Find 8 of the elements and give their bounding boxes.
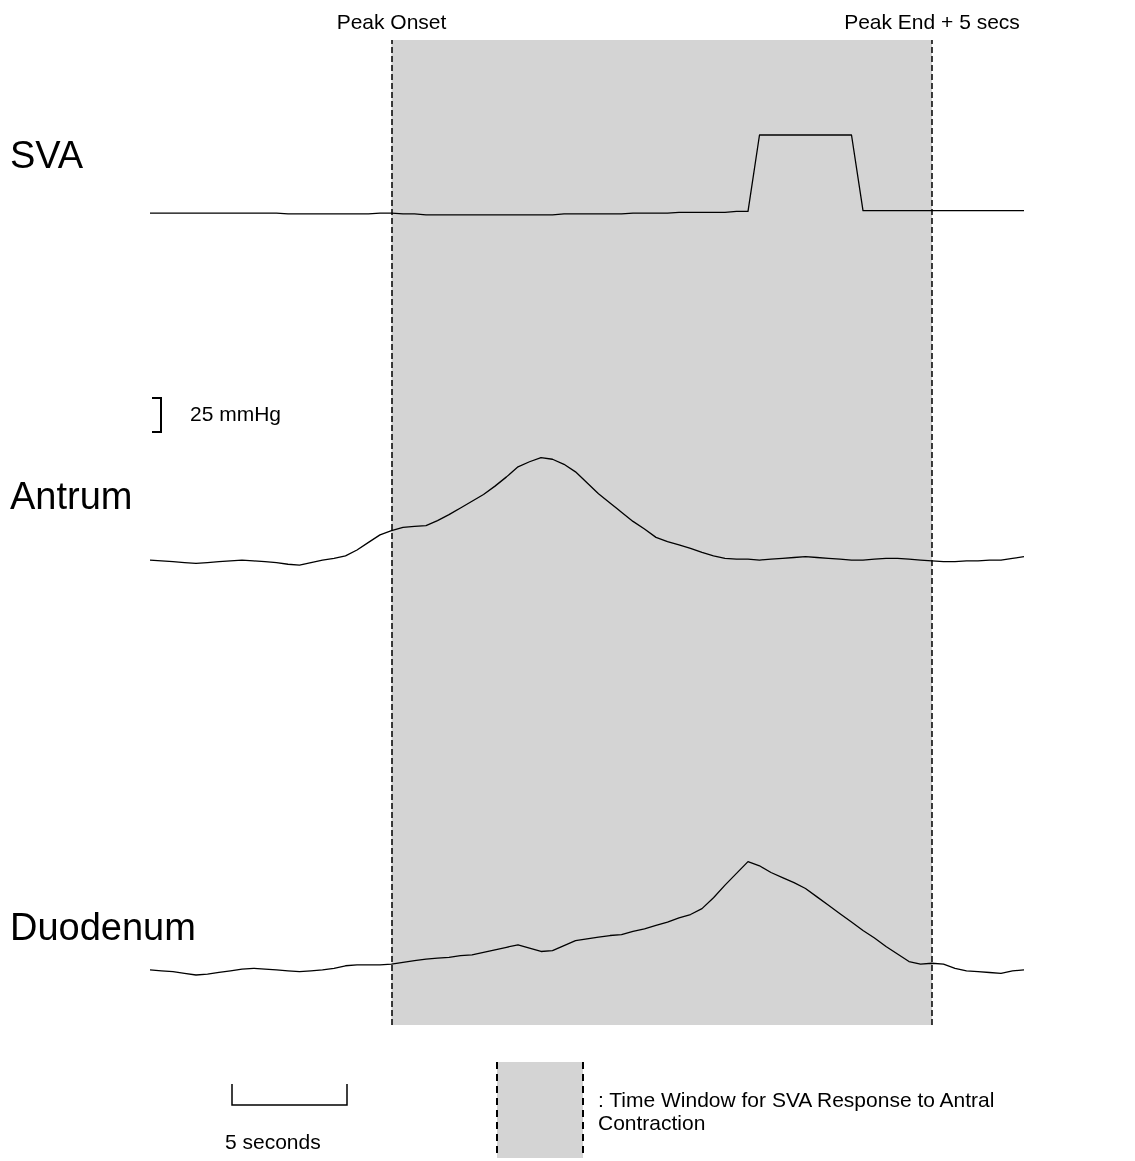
text: SVA (10, 134, 84, 177)
legend-label: Antrum (10, 475, 133, 518)
text: Peak Onset (336, 10, 447, 33)
text: : Time Window for SVA Response to Antral Contraction (598, 1088, 996, 1135)
text: Peak End + 5 secs (844, 10, 1020, 33)
annotation: 25 mmHg (190, 402, 282, 426)
series-label: Duodenum (10, 905, 196, 948)
text: 5 seconds (225, 1130, 321, 1154)
